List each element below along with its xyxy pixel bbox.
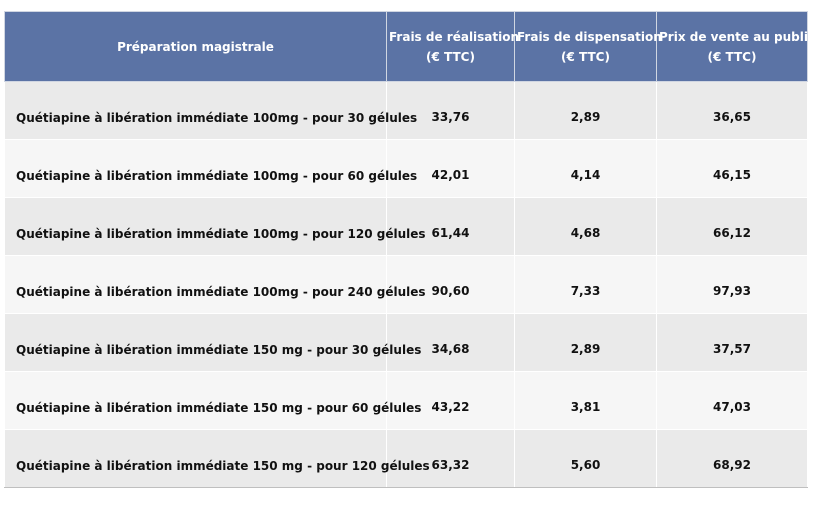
cell-frais-dispensation: 5,60 xyxy=(514,429,657,488)
cell-frais-dispensation: 4,14 xyxy=(514,139,657,198)
table-header: Préparation magistrale Frais de réalisat… xyxy=(4,11,816,82)
header-frais-realisation-unit: (€ TTC) xyxy=(426,49,475,64)
table-row: Quétiapine à libération immédiate 150 mg… xyxy=(4,371,808,430)
cell-prix-vente: 97,93 xyxy=(656,255,808,314)
cell-frais-realisation: 90,60 xyxy=(386,255,515,314)
header-row: Préparation magistrale Frais de réalisat… xyxy=(4,11,816,82)
cell-prix-vente: 46,15 xyxy=(656,139,808,198)
cell-frais-dispensation: 2,89 xyxy=(514,81,657,140)
header-prix-vente-unit: (€ TTC) xyxy=(707,49,757,64)
cell-prix-vente: 36,65 xyxy=(656,81,808,140)
cell-frais-dispensation: 2,89 xyxy=(514,313,657,372)
cell-prix-vente: 47,03 xyxy=(656,371,808,430)
cell-frais-realisation: 63,32 xyxy=(386,429,515,488)
header-prix-vente-label: Prix de vente au public xyxy=(659,29,816,44)
price-table-container: Préparation magistrale Frais de réalisat… xyxy=(4,11,816,488)
cell-frais-dispensation: 4,68 xyxy=(514,197,657,256)
cell-frais-realisation: 43,22 xyxy=(386,371,515,430)
table-row: Quétiapine à libération immédiate 100mg … xyxy=(4,255,808,314)
table-row: Quétiapine à libération immédiate 100mg … xyxy=(4,197,808,256)
cell-frais-realisation: 34,68 xyxy=(386,313,515,372)
header-preparation: Préparation magistrale xyxy=(4,11,387,82)
cell-preparation: Quétiapine à libération immédiate 150 mg… xyxy=(4,371,421,430)
price-table: Préparation magistrale Frais de réalisat… xyxy=(4,11,816,488)
header-preparation-label: Préparation magistrale xyxy=(117,39,274,54)
table-row: Quétiapine à libération immédiate 150 mg… xyxy=(4,313,808,372)
cell-prix-vente: 37,57 xyxy=(656,313,808,372)
header-prix-vente: Prix de vente au public (€ TTC) xyxy=(656,11,816,82)
cell-preparation: Quétiapine à libération immédiate 100mg … xyxy=(4,255,426,314)
table-row: Quétiapine à libération immédiate 100mg … xyxy=(4,81,808,140)
cell-preparation: Quétiapine à libération immédiate 100mg … xyxy=(4,139,417,198)
cell-preparation: Quétiapine à libération immédiate 150 mg… xyxy=(4,429,430,488)
cell-frais-realisation: 33,76 xyxy=(386,81,515,140)
cell-prix-vente: 66,12 xyxy=(656,197,808,256)
header-frais-dispensation: Frais de dispensation (€ TTC) xyxy=(514,11,662,82)
cell-preparation: Quétiapine à libération immédiate 100mg … xyxy=(4,197,426,256)
cell-frais-dispensation: 7,33 xyxy=(514,255,657,314)
header-frais-realisation: Frais de réalisation (€ TTC) xyxy=(386,11,520,82)
cell-preparation: Quétiapine à libération immédiate 150 mg… xyxy=(4,313,421,372)
cell-frais-dispensation: 3,81 xyxy=(514,371,657,430)
table-row: Quétiapine à libération immédiate 150 mg… xyxy=(4,429,808,488)
table-body: Quétiapine à libération immédiate 100mg … xyxy=(4,81,808,488)
header-frais-realisation-label: Frais de réalisation xyxy=(389,29,520,44)
cell-preparation: Quétiapine à libération immédiate 100mg … xyxy=(4,81,417,140)
cell-prix-vente: 68,92 xyxy=(656,429,808,488)
header-frais-dispensation-unit: (€ TTC) xyxy=(561,49,610,64)
table-row: Quétiapine à libération immédiate 100mg … xyxy=(4,139,808,198)
header-frais-dispensation-label: Frais de dispensation xyxy=(517,29,662,44)
